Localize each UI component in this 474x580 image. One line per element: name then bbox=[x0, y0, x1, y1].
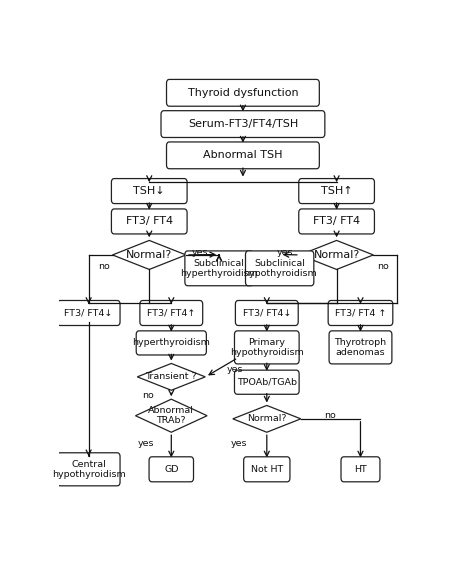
FancyBboxPatch shape bbox=[299, 209, 374, 234]
Text: yes: yes bbox=[191, 248, 208, 257]
Text: yes: yes bbox=[231, 440, 248, 448]
Text: Primary
hypothyroidism: Primary hypothyroidism bbox=[230, 338, 304, 357]
Polygon shape bbox=[233, 405, 301, 432]
FancyBboxPatch shape bbox=[166, 79, 319, 106]
Text: yes: yes bbox=[227, 365, 243, 374]
FancyBboxPatch shape bbox=[185, 251, 253, 286]
Text: Subclinical
hyperthyroidism: Subclinical hyperthyroidism bbox=[180, 259, 258, 278]
Text: Thyrotroph
adenomas: Thyrotroph adenomas bbox=[335, 338, 386, 357]
Text: Subclinical
hypothyroidism: Subclinical hypothyroidism bbox=[243, 259, 317, 278]
Text: Abnormal
TRAb?: Abnormal TRAb? bbox=[148, 406, 194, 425]
Text: Normal?: Normal? bbox=[313, 250, 360, 260]
FancyBboxPatch shape bbox=[341, 457, 380, 482]
FancyBboxPatch shape bbox=[235, 370, 299, 394]
FancyBboxPatch shape bbox=[57, 300, 120, 325]
FancyBboxPatch shape bbox=[57, 453, 120, 486]
Text: HT: HT bbox=[354, 465, 367, 474]
Text: Transient ?: Transient ? bbox=[146, 372, 197, 382]
Polygon shape bbox=[300, 241, 374, 270]
Text: FT3/ FT4↓: FT3/ FT4↓ bbox=[64, 309, 113, 317]
FancyBboxPatch shape bbox=[236, 300, 298, 325]
FancyBboxPatch shape bbox=[140, 300, 203, 325]
Text: no: no bbox=[377, 262, 389, 271]
Text: hyperthyroidism: hyperthyroidism bbox=[132, 338, 210, 347]
Text: FT3/ FT4↑: FT3/ FT4↑ bbox=[147, 309, 195, 317]
Text: Central
hypothyroidism: Central hypothyroidism bbox=[52, 459, 126, 479]
Text: Normal?: Normal? bbox=[247, 414, 287, 423]
FancyBboxPatch shape bbox=[166, 142, 319, 169]
Text: TSH↓: TSH↓ bbox=[134, 186, 165, 196]
Text: Not HT: Not HT bbox=[251, 465, 283, 474]
Text: no: no bbox=[142, 391, 154, 400]
Text: FT3/ FT4: FT3/ FT4 bbox=[313, 216, 360, 226]
Polygon shape bbox=[137, 364, 205, 390]
FancyBboxPatch shape bbox=[299, 179, 374, 204]
Text: TSH↑: TSH↑ bbox=[321, 186, 352, 196]
Text: Serum-FT3/FT4/TSH: Serum-FT3/FT4/TSH bbox=[188, 119, 298, 129]
FancyBboxPatch shape bbox=[235, 331, 299, 364]
Text: TPOAb/TGAb: TPOAb/TGAb bbox=[237, 378, 297, 387]
Text: yes: yes bbox=[277, 248, 293, 257]
Text: no: no bbox=[98, 262, 110, 271]
Text: yes: yes bbox=[137, 440, 154, 448]
FancyBboxPatch shape bbox=[111, 179, 187, 204]
FancyBboxPatch shape bbox=[161, 111, 325, 137]
Polygon shape bbox=[136, 399, 207, 432]
Text: no: no bbox=[324, 411, 336, 420]
Text: FT3/ FT4 ↑: FT3/ FT4 ↑ bbox=[335, 309, 386, 317]
FancyBboxPatch shape bbox=[246, 251, 314, 286]
FancyBboxPatch shape bbox=[149, 457, 193, 482]
FancyBboxPatch shape bbox=[244, 457, 290, 482]
FancyBboxPatch shape bbox=[111, 209, 187, 234]
Text: GD: GD bbox=[164, 465, 179, 474]
Text: FT3/ FT4↓: FT3/ FT4↓ bbox=[243, 309, 291, 317]
Text: Abnormal TSH: Abnormal TSH bbox=[203, 150, 283, 160]
Text: Normal?: Normal? bbox=[126, 250, 173, 260]
FancyBboxPatch shape bbox=[328, 300, 393, 325]
FancyBboxPatch shape bbox=[329, 331, 392, 364]
Text: FT3/ FT4: FT3/ FT4 bbox=[126, 216, 173, 226]
FancyBboxPatch shape bbox=[136, 331, 206, 355]
Polygon shape bbox=[112, 241, 186, 270]
Text: Thyroid dysfunction: Thyroid dysfunction bbox=[188, 88, 298, 98]
